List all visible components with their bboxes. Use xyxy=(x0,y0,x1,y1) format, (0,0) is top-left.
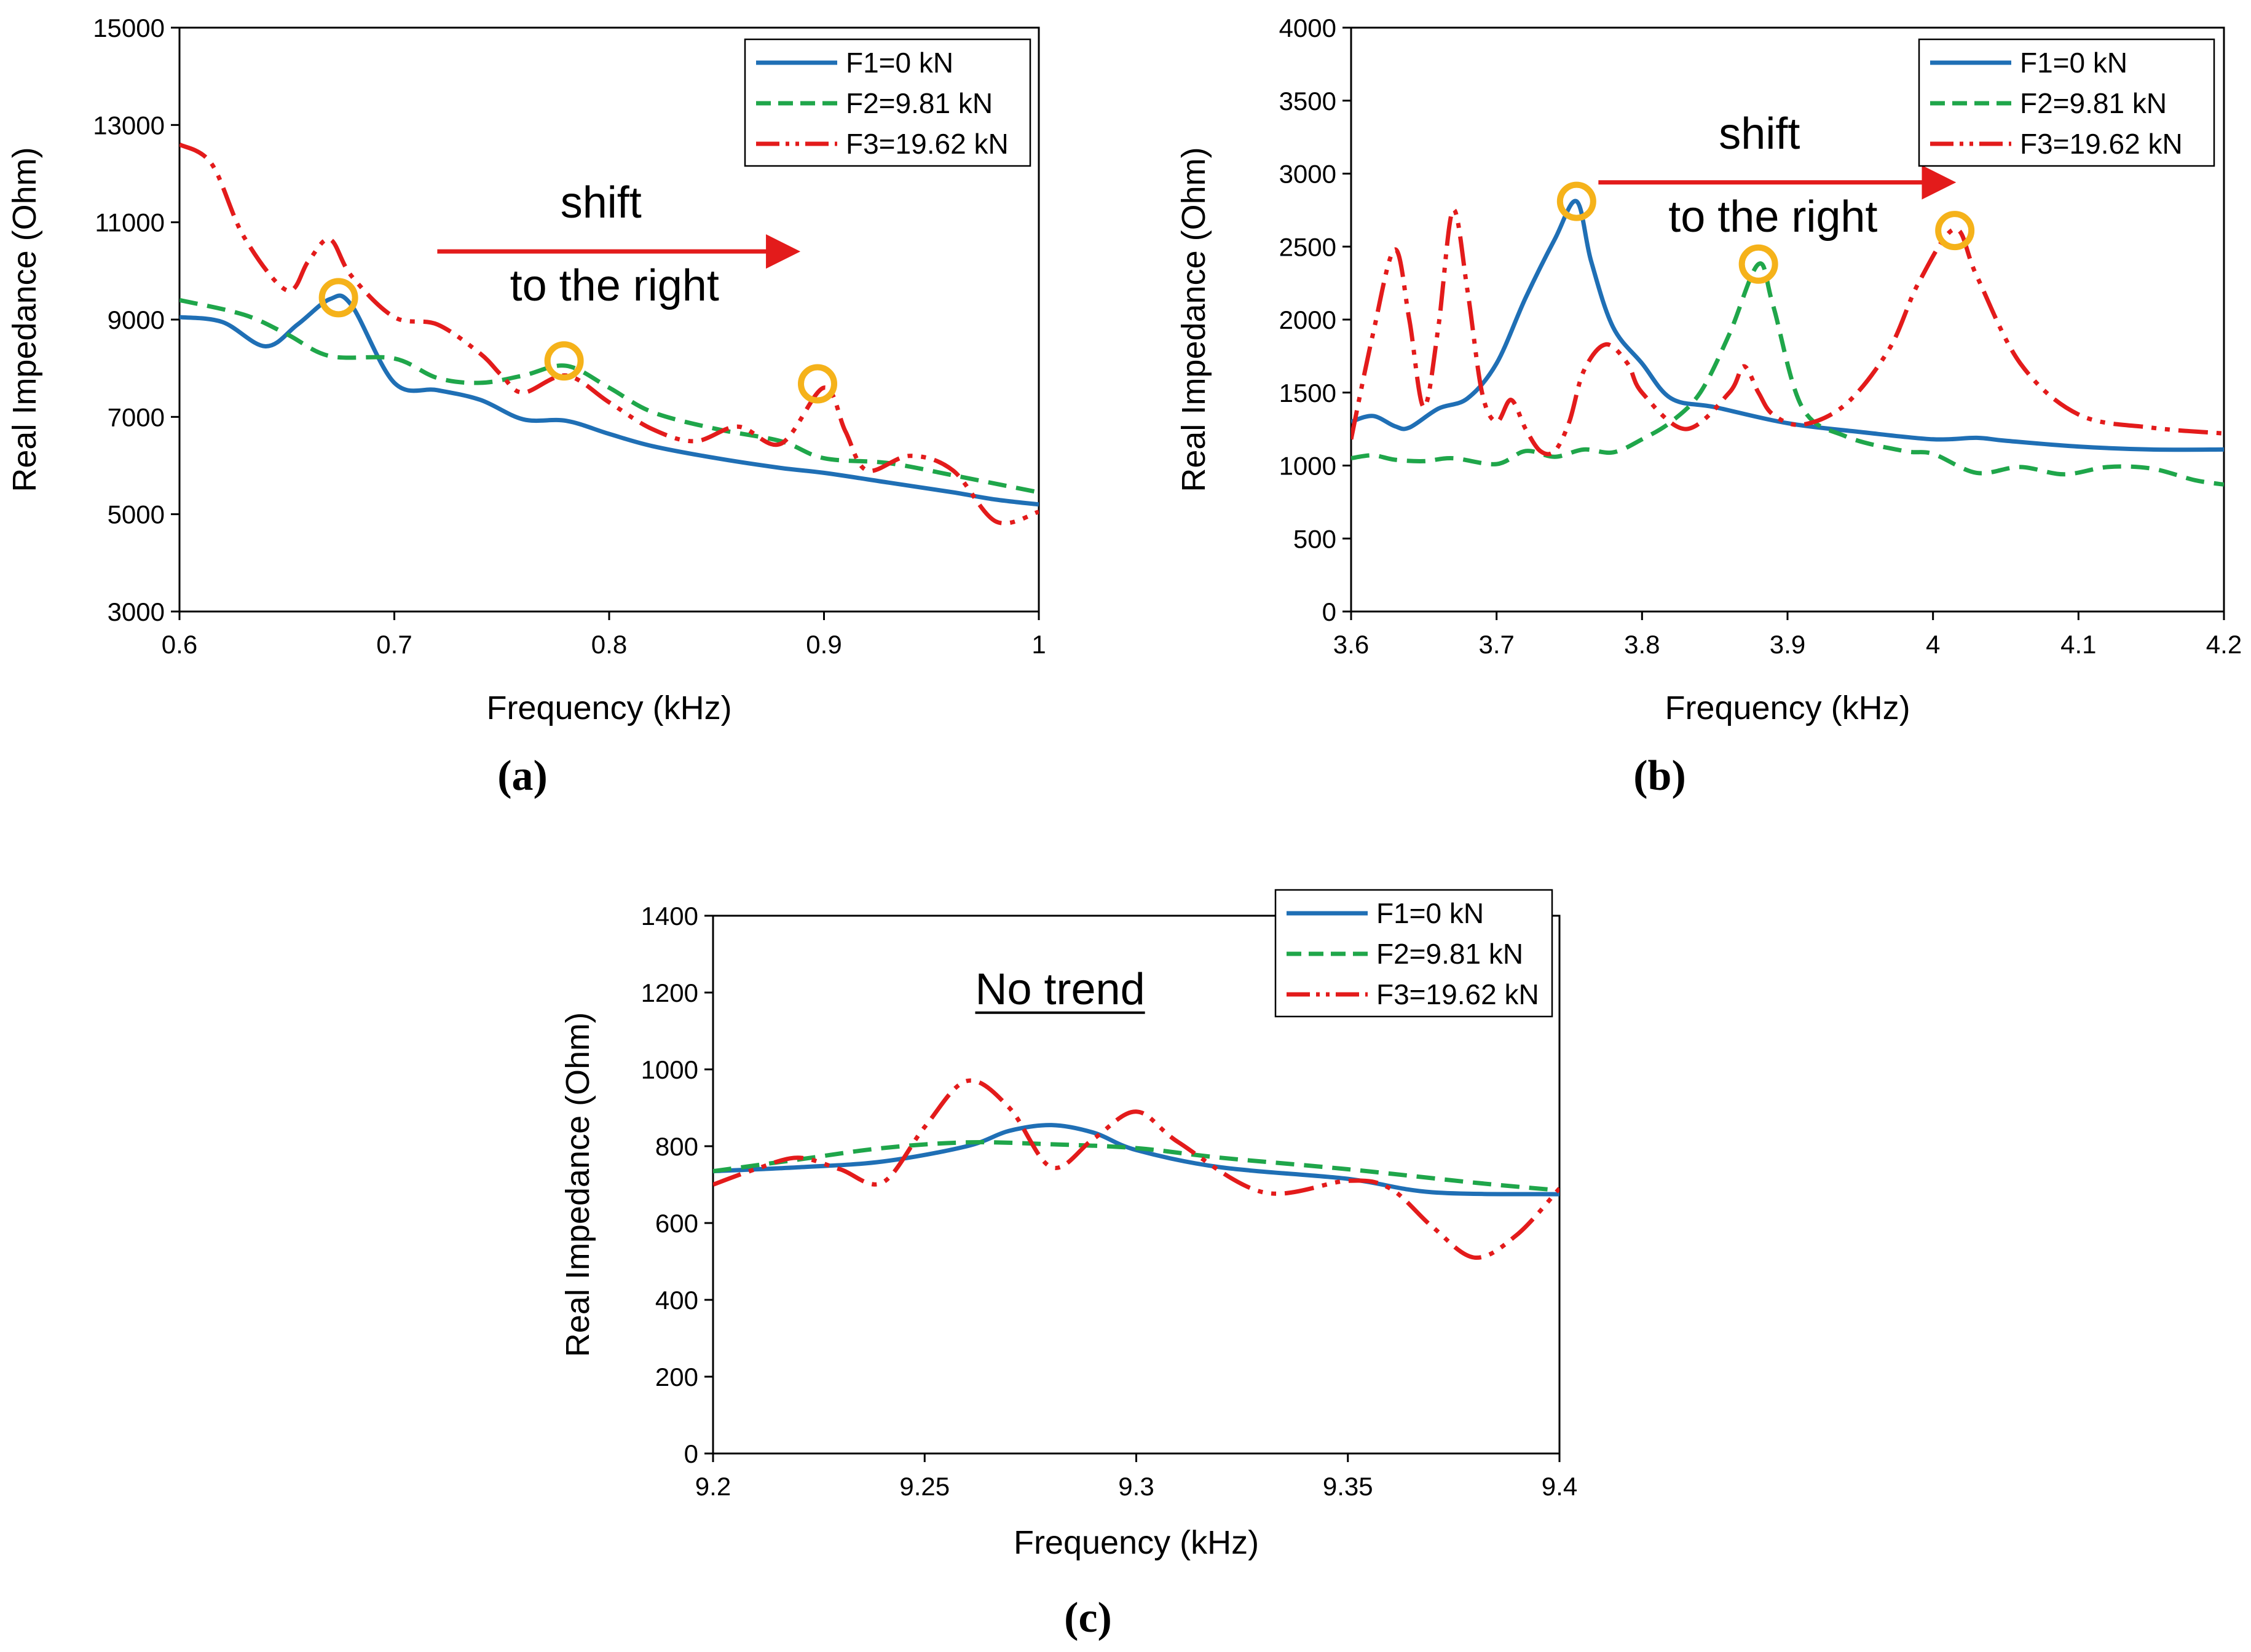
y-tick-label: 1400 xyxy=(641,902,698,930)
x-tick-label: 0.8 xyxy=(591,630,627,659)
x-tick-label: 9.4 xyxy=(1542,1472,1577,1501)
x-tick-label: 0.9 xyxy=(806,630,842,659)
x-tick-label: 9.2 xyxy=(695,1472,731,1501)
x-tick-label: 3.6 xyxy=(1333,630,1369,659)
x-tick-label: 4.1 xyxy=(2060,630,2096,659)
peak-marker xyxy=(318,278,358,318)
series-line-f1 xyxy=(713,1123,1559,1197)
y-tick-label: 600 xyxy=(655,1209,698,1238)
legend-label-f2: F2=9.81 kN xyxy=(1376,938,1523,970)
y-tick-label: 3000 xyxy=(108,597,165,626)
x-tick-label: 0.7 xyxy=(376,630,412,659)
series-line-f3 xyxy=(1351,207,2224,457)
peak-marker xyxy=(798,364,838,404)
legend-label-f3: F3=19.62 kN xyxy=(2020,128,2183,160)
peak-marker xyxy=(1738,244,1778,284)
series-line-f2 xyxy=(179,297,1039,495)
series-group xyxy=(179,142,1039,525)
series-line-f2 xyxy=(1351,261,2224,487)
y-tick-label: 800 xyxy=(655,1132,698,1161)
x-tick-label: 9.25 xyxy=(899,1472,950,1501)
y-tick-label: 400 xyxy=(655,1286,698,1315)
y-tick-label: 13000 xyxy=(93,111,165,140)
series-line-f3 xyxy=(179,142,1039,525)
panel-b: 0 500 1000 1500 2000 2500 3000 3500 4000 3.6 3.7 3.… xyxy=(1175,14,2242,800)
legend-label-f2: F2=9.81 kN xyxy=(846,87,993,119)
y-tick-label: 500 xyxy=(1293,524,1336,553)
y-tick-label: 1500 xyxy=(1279,379,1336,407)
legend-label-f2: F2=9.81 kN xyxy=(2020,87,2167,119)
annotation-shift: shift xyxy=(1719,109,1800,159)
legend-box xyxy=(1918,38,2215,167)
panel-label: (a) xyxy=(497,752,548,800)
y-axis-label: Real Impedance (Ohm) xyxy=(6,147,43,492)
x-axis-label: Frequency (kHz) xyxy=(1014,1524,1259,1561)
y-tick-label: 1000 xyxy=(1279,452,1336,481)
legend-label-f1: F1=0 kN xyxy=(1376,897,1484,929)
series-line-f1 xyxy=(179,293,1039,507)
x-tick-label: 3.9 xyxy=(1770,630,1805,659)
y-tick-label: 4000 xyxy=(1279,14,1336,42)
y-axis-label: Real Impedance (Ohm) xyxy=(559,1012,596,1357)
y-tick-label: 200 xyxy=(655,1363,698,1391)
legend-label-f1: F1=0 kN xyxy=(2020,47,2127,79)
peak-marker xyxy=(1935,211,1975,251)
x-axis-label: Frequency (kHz) xyxy=(486,690,731,726)
legend-label-f3: F3=19.62 kN xyxy=(846,128,1009,160)
series-group xyxy=(1351,199,2224,487)
y-tick-label: 3500 xyxy=(1279,87,1336,116)
series-group xyxy=(713,1078,1559,1260)
peak-marker xyxy=(544,341,584,381)
x-tick-label: 3.7 xyxy=(1478,630,1514,659)
x-tick-label: 9.3 xyxy=(1118,1472,1154,1501)
legend: F1=0 kN F2=9.81 kN F3=19.62 kN xyxy=(744,38,1031,167)
panel-label: (b) xyxy=(1633,752,1686,800)
legend: F1=0 kN F2=9.81 kN F3=19.62 kN xyxy=(1274,889,1553,1018)
y-tick-label: 0 xyxy=(684,1439,698,1468)
panel-label: (c) xyxy=(1064,1594,1112,1642)
panel-c: 0 200 400 600 800 1000 1200 1400 9.2 9.25 9.3 9.35 9… xyxy=(559,889,1577,1642)
legend: F1=0 kN F2=9.81 kN F3=19.62 kN xyxy=(1918,38,2215,167)
y-tick-label: 11000 xyxy=(95,208,165,237)
x-tick-label: 3.8 xyxy=(1624,630,1660,659)
x-tick-label: 4 xyxy=(1926,630,1940,659)
annotation-shift: shift xyxy=(561,178,642,227)
panel-a: 3000 5000 7000 9000 11000 13000 15000 0.6 0.7 0.8… xyxy=(6,14,1046,800)
x-tick-label: 9.35 xyxy=(1323,1472,1373,1501)
annotation-to-the-right: to the right xyxy=(1668,192,1877,242)
series-line-f3 xyxy=(713,1078,1559,1260)
y-tick-label: 2000 xyxy=(1279,305,1336,334)
y-tick-label: 1000 xyxy=(641,1055,698,1084)
x-tick-label: 1 xyxy=(1031,630,1046,659)
legend-label-f3: F3=19.62 kN xyxy=(1376,978,1539,1010)
y-tick-label: 1200 xyxy=(641,978,698,1007)
y-axis-label: Real Impedance (Ohm) xyxy=(1175,147,1212,492)
y-tick-label: 3000 xyxy=(1279,160,1336,189)
annotation-no-trend: No trend xyxy=(975,965,1145,1014)
x-tick-label: 0.6 xyxy=(162,630,197,659)
y-tick-label: 2500 xyxy=(1279,232,1336,261)
y-tick-label: 15000 xyxy=(93,14,165,42)
peak-marker xyxy=(1556,181,1596,221)
y-tick-label: 9000 xyxy=(108,305,165,334)
x-tick-label: 4.2 xyxy=(2206,630,2242,659)
annotation-to-the-right: to the right xyxy=(510,261,719,310)
series-line-f2 xyxy=(713,1140,1559,1193)
y-tick-label: 7000 xyxy=(108,403,165,431)
y-tick-label: 0 xyxy=(1322,597,1336,626)
y-tick-label: 5000 xyxy=(108,500,165,529)
x-axis-label: Frequency (kHz) xyxy=(1665,690,1910,726)
legend-label-f1: F1=0 kN xyxy=(846,47,953,79)
series-line-f1 xyxy=(1351,199,2224,452)
